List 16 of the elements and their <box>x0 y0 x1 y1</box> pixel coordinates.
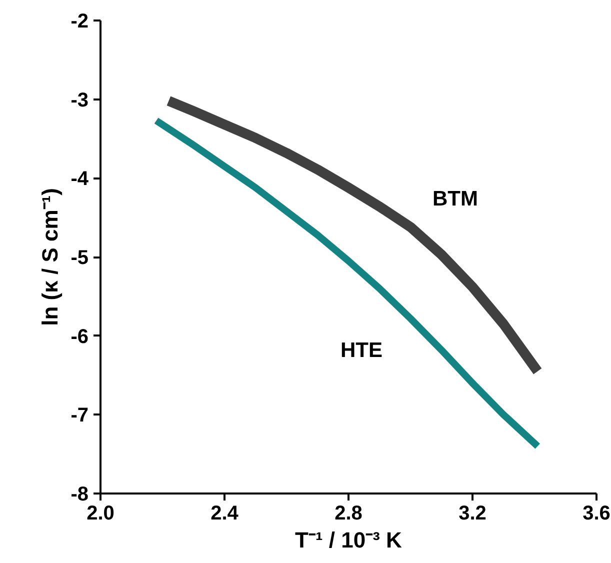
x-axis-title: T⁻¹ / 10⁻³ K <box>295 528 402 552</box>
x-tick-label: 2.8 <box>334 502 362 524</box>
x-tick-label: 2.0 <box>86 502 114 524</box>
series-label: BTM <box>432 188 478 211</box>
x-tick-label: 3.2 <box>458 502 486 524</box>
y-tick-label: -3 <box>70 89 89 112</box>
y-tick-label: -5 <box>70 247 89 269</box>
y-tick-label: -2 <box>70 10 89 32</box>
y-tick-label: -4 <box>70 168 90 190</box>
x-tick-label: 3.6 <box>582 502 610 524</box>
y-tick-label: -8 <box>70 484 89 506</box>
y-tick-label: -6 <box>70 326 89 348</box>
x-tick-label: 2.4 <box>210 502 240 524</box>
series-label: HTE <box>340 338 382 362</box>
y-axis-title: ln (κ / S cm⁻¹) <box>38 188 63 326</box>
y-tick-label: -7 <box>70 404 89 427</box>
